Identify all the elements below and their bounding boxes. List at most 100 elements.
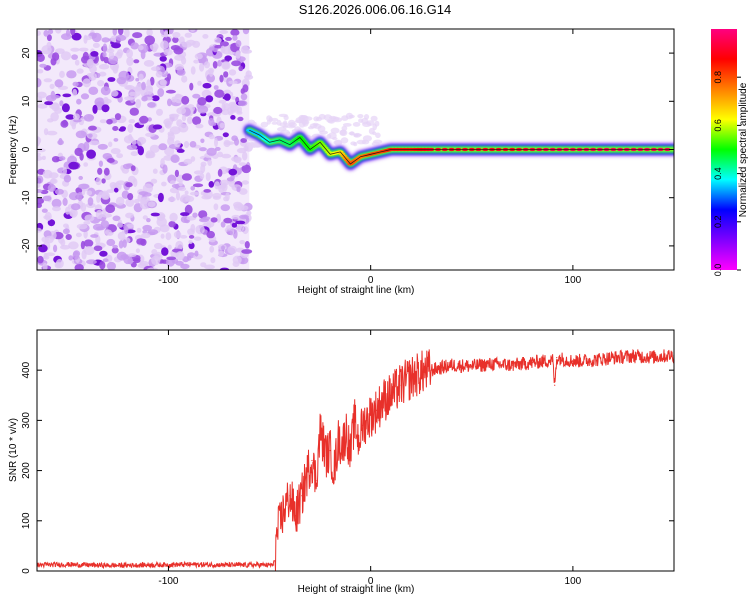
heatmap-cell [237,205,249,211]
heatmap-cell [188,235,195,239]
spectrogram-y-tick-label: -10 [21,190,32,205]
heatmap-cell [76,68,84,74]
snr-point [289,495,291,497]
heatmap-cell [230,174,235,181]
heatmap-cell [158,143,168,151]
heatmap-cell [95,209,103,220]
heatmap-cell [49,83,55,90]
heatmap-cell [167,133,175,141]
heatmap-cell [238,162,247,167]
heatmap-cell [223,196,229,202]
heatmap-cell [174,63,184,71]
snr-point [376,409,378,411]
snr-plot-area [37,330,674,571]
heatmap-cell [52,206,61,212]
heatmap-cell [37,69,44,74]
heatmap-cell [178,123,189,133]
heatmap-cell [68,241,79,250]
heatmap-cell [288,119,296,126]
heatmap-cell [125,212,134,219]
snr-point [531,362,534,364]
heatmap-cell [103,167,110,176]
heatmap-cell [74,263,84,270]
heatmap-cell [60,33,72,40]
heatmap-cell [97,143,108,150]
heatmap-cell [58,138,63,146]
heatmap-cell [209,68,214,77]
heatmap-cell [92,42,100,49]
heatmap-ridge [241,122,674,172]
heatmap-cell [119,126,126,131]
heatmap-cell [164,146,175,156]
heatmap-cell [339,129,347,136]
heatmap-cell [150,66,161,71]
heatmap-cell [76,223,88,230]
heatmap-cell [192,116,202,125]
heatmap-cell [115,34,127,42]
heatmap-cell [59,70,65,78]
heatmap-cell [231,135,238,142]
heatmap-cell [147,267,158,270]
heatmap-cell [198,147,207,152]
heatmap-cell [70,47,80,52]
heatmap-cell [124,225,129,235]
heatmap-cell [62,93,72,98]
snr-ylabel: SNR (10 * v/v) [8,418,19,482]
heatmap-cell [112,126,119,131]
heatmap-cell [124,96,134,101]
snr-point [410,377,412,379]
snr-x-tick-label: 100 [565,576,582,587]
heatmap-cell [173,47,184,55]
heatmap-cell [91,32,102,43]
heatmap-cell [160,158,165,168]
heatmap-cell [84,214,95,222]
spectrogram-x-axis: -100 0 100 [158,29,582,286]
heatmap-cell [164,30,169,38]
heatmap-cell [190,186,195,191]
heatmap-cell [223,217,233,224]
heatmap-cell [46,34,52,42]
heatmap-cell [151,255,161,266]
heatmap-cell [117,231,126,241]
heatmap-cell [111,42,121,49]
heatmap-cell [231,214,241,220]
heatmap-cell [169,212,178,222]
heatmap-cell [62,197,68,206]
heatmap-cell [179,196,189,203]
heatmap-cell [149,144,160,153]
heatmap-cell [210,257,216,264]
heatmap-cell [328,132,337,140]
heatmap-cell [219,122,225,129]
heatmap-cell [112,244,118,249]
heatmap-cell [223,71,229,78]
heatmap-cell [308,126,314,130]
heatmap-cell [130,151,139,157]
heatmap-cell [114,113,122,121]
heatmap-cell [197,105,209,114]
heatmap-cell [71,32,82,41]
heatmap-cell [110,90,119,97]
heatmap-cell [83,239,94,248]
snr-point [554,384,556,386]
heatmap-cell [300,115,308,119]
heatmap-cell [63,223,69,228]
snr-point [366,419,368,421]
snr-y-tick-label: 200 [21,462,32,479]
heatmap-cell [140,49,146,60]
heatmap-cell [193,59,200,64]
heatmap-cell [208,118,215,126]
heatmap-cell [163,118,173,126]
heatmap-cell [106,48,115,53]
heatmap-cell [156,217,167,227]
heatmap-cell [224,141,235,146]
heatmap-cell [116,180,126,186]
heatmap-cell [88,86,99,96]
heatmap-cell [170,154,180,163]
heatmap-cell [176,69,186,76]
heatmap-cell [152,124,163,130]
heatmap-cell [200,161,207,167]
colorbar-gradient [711,29,737,270]
heatmap-cell [141,232,151,239]
heatmap-cell [83,114,95,122]
